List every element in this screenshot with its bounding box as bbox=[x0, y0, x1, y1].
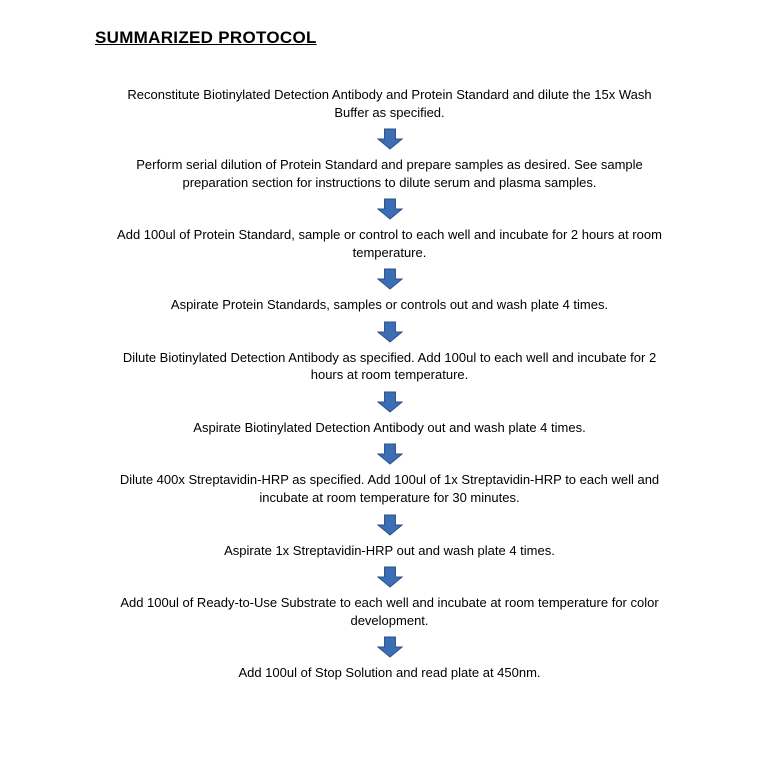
protocol-step: Aspirate Protein Standards, samples or c… bbox=[171, 296, 608, 314]
down-arrow-icon bbox=[377, 268, 403, 290]
protocol-step: Add 100ul of Protein Standard, sample or… bbox=[110, 226, 670, 261]
protocol-step: Add 100ul of Stop Solution and read plat… bbox=[238, 664, 540, 682]
down-arrow-icon bbox=[377, 566, 403, 588]
down-arrow-icon bbox=[377, 321, 403, 343]
protocol-step: Dilute Biotinylated Detection Antibody a… bbox=[110, 349, 670, 384]
protocol-step: Dilute 400x Streptavidin-HRP as specifie… bbox=[110, 471, 670, 506]
down-arrow-icon bbox=[377, 514, 403, 536]
protocol-step: Aspirate 1x Streptavidin-HRP out and was… bbox=[224, 542, 555, 560]
protocol-step: Perform serial dilution of Protein Stand… bbox=[110, 156, 670, 191]
protocol-step: Add 100ul of Ready-to-Use Substrate to e… bbox=[110, 594, 670, 629]
down-arrow-icon bbox=[377, 636, 403, 658]
protocol-flow: Reconstitute Biotinylated Detection Anti… bbox=[95, 86, 684, 682]
protocol-step: Aspirate Biotinylated Detection Antibody… bbox=[193, 419, 585, 437]
down-arrow-icon bbox=[377, 128, 403, 150]
page-title: SUMMARIZED PROTOCOL bbox=[95, 28, 684, 48]
down-arrow-icon bbox=[377, 443, 403, 465]
protocol-step: Reconstitute Biotinylated Detection Anti… bbox=[110, 86, 670, 121]
down-arrow-icon bbox=[377, 391, 403, 413]
down-arrow-icon bbox=[377, 198, 403, 220]
protocol-page: SUMMARIZED PROTOCOL Reconstitute Biotiny… bbox=[0, 0, 764, 682]
